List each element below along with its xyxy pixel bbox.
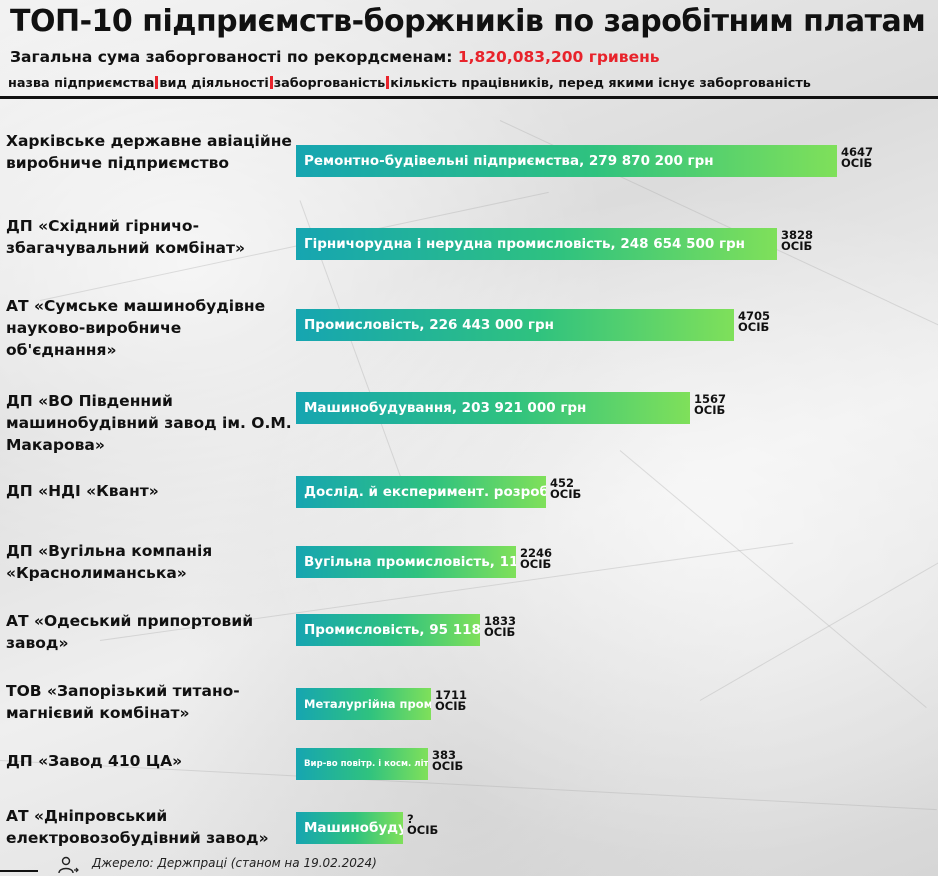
workers-unit: ОСІБ bbox=[435, 699, 467, 713]
subtitle-prefix: Загальна сума заборгованості по рекордсм… bbox=[10, 48, 453, 66]
debt-bar: Машинобудування, 55 213 800 грн bbox=[296, 812, 403, 844]
workers-number: 2246 bbox=[520, 546, 553, 560]
workers-number: 1567 bbox=[694, 392, 727, 406]
debt-bar: Вир-во повітр. і косм. літ. апаратів, 68… bbox=[296, 748, 428, 780]
bar-label: Металургійна промисловість, 69 660 000 г… bbox=[304, 697, 431, 711]
bar-label: Машинобудування, 55 213 800 грн bbox=[304, 820, 403, 836]
workers-number: 1833 bbox=[484, 614, 517, 628]
legend-activity: вид діяльності bbox=[159, 76, 269, 91]
legend-separator bbox=[386, 76, 390, 89]
legend-separator bbox=[155, 76, 159, 89]
workers-unit: ОСІБ bbox=[484, 625, 516, 639]
workers-count: 4705 ОСІБ bbox=[738, 309, 771, 334]
workers-number: 4647 bbox=[841, 145, 874, 159]
workers-unit: ОСІБ bbox=[781, 239, 813, 253]
debt-bar: Металургійна промисловість, 69 660 000 г… bbox=[296, 688, 431, 720]
workers-count: 1711 ОСІБ bbox=[435, 688, 468, 713]
footer-line bbox=[0, 870, 38, 872]
company-name: ТОВ «Запорізький титано-магнієвий комбін… bbox=[6, 682, 240, 722]
workers-unit: ОСІБ bbox=[432, 759, 464, 773]
workers-unit: ОСІБ bbox=[550, 487, 582, 501]
bar-label: Вугільна промисловість, 113 756 000 грн bbox=[304, 554, 516, 570]
debt-bar: Дослід. й експеримент. розробки, 129 323… bbox=[296, 476, 546, 508]
bar-label: Вир-во повітр. і косм. літ. апаратів, 68… bbox=[304, 759, 428, 769]
total-debt: 1,820,083,200 гривень bbox=[457, 48, 660, 66]
workers-number: 4705 bbox=[738, 309, 771, 323]
workers-count: 2246 ОСІБ bbox=[520, 546, 553, 571]
legend-debt: заборгованість bbox=[273, 76, 386, 91]
company-name: ДП «ВО Південний машинобудівний завод ім… bbox=[6, 392, 292, 454]
source-note: Джерело: Держпраці (станом на 19.02.2024… bbox=[92, 856, 377, 870]
bar-label: Гірничорудна і нерудна промисловість, 24… bbox=[304, 236, 746, 252]
workers-unit: ОСІБ bbox=[407, 823, 439, 837]
debt-bar: Гірничорудна і нерудна промисловість, 24… bbox=[296, 228, 777, 260]
legend-name: назва підприємства bbox=[8, 76, 155, 91]
workers-count: 3828 ОСІБ bbox=[781, 228, 814, 253]
workers-unit: ОСІБ bbox=[520, 557, 552, 571]
workers-unit: ОСІБ bbox=[694, 403, 726, 417]
workers-number: 3828 bbox=[781, 228, 814, 242]
bar-label: Машинобудування, 203 921 000 грн bbox=[304, 400, 587, 416]
workers-unit: ОСІБ bbox=[841, 156, 873, 170]
debt-bar: Ремонтно-будівельні підприємства, 279 87… bbox=[296, 145, 837, 177]
subtitle: Загальна сума заборгованості по рекордсм… bbox=[10, 48, 660, 66]
company-name: АТ «Дніпровський електровозобудівний зав… bbox=[6, 807, 269, 847]
company-name: Харківське державне авіаційне виробниче … bbox=[6, 132, 292, 172]
bar-label: Дослід. й експеримент. розробки, 129 323… bbox=[304, 484, 546, 500]
workers-count: ? ОСІБ bbox=[407, 812, 439, 837]
legend-separator bbox=[269, 76, 273, 89]
legend: назва підприємства вид діяльності заборгов… bbox=[8, 76, 811, 91]
company-name: АТ «Одеський припортовий завод» bbox=[6, 612, 254, 652]
workers-count: 1567 ОСІБ bbox=[694, 392, 727, 417]
workers-count: 4647 ОСІБ bbox=[841, 145, 874, 170]
workers-count: 1833 ОСІБ bbox=[484, 614, 517, 639]
page-title: ТОП-10 підприємств-боржників по заробітн… bbox=[10, 4, 926, 39]
workers-number: 1711 bbox=[435, 688, 468, 702]
company-name: ДП «НДІ «Квант» bbox=[6, 482, 159, 500]
workers-count: 452 ОСІБ bbox=[550, 476, 582, 501]
legend-workers: кількість працівників, перед якими існує… bbox=[390, 76, 811, 91]
company-name: ДП «Східний гірничо-збагачувальний комбі… bbox=[6, 217, 245, 257]
debt-bar: Вугільна промисловість, 113 756 000 грн bbox=[296, 546, 516, 578]
bar-label: Промисловість, 95 118 400 грн bbox=[304, 622, 480, 638]
workers-count: 383 ОСІБ bbox=[432, 748, 464, 773]
person-icon bbox=[58, 856, 79, 874]
bar-label: Промисловість, 226 443 000 грн bbox=[304, 317, 554, 333]
debt-bar: Промисловість, 95 118 400 грн bbox=[296, 614, 480, 646]
workers-unit: ОСІБ bbox=[738, 320, 770, 334]
workers-number: 383 bbox=[432, 748, 457, 762]
debt-bar: Машинобудування, 203 921 000 грн bbox=[296, 392, 690, 424]
bar-label: Ремонтно-будівельні підприємства, 279 87… bbox=[304, 153, 714, 169]
workers-number: ? bbox=[407, 812, 414, 826]
debt-bar: Промисловість, 226 443 000 грн bbox=[296, 309, 734, 341]
header-divider bbox=[0, 96, 938, 99]
workers-number: 452 bbox=[550, 476, 575, 490]
company-name: ДП «Вугільна компанія «Краснолиманська» bbox=[6, 542, 213, 582]
company-name: ДП «Завод 410 ЦА» bbox=[6, 752, 183, 770]
company-name: АТ «Сумське машинобудівне науково-виробн… bbox=[6, 297, 266, 359]
